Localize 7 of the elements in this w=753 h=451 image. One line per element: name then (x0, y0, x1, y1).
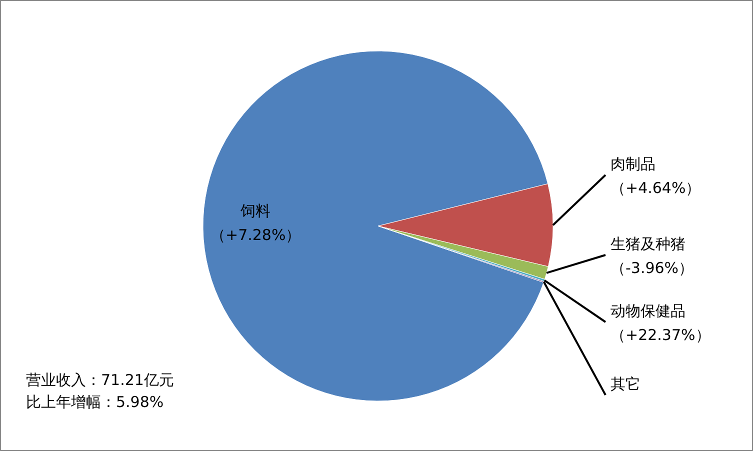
text: 比上年增幅：5.98% (26, 393, 164, 411)
slice-label: 肉制品（+4.64%） (610, 155, 701, 197)
slice-label: 其它 (610, 375, 640, 393)
slice-label: 饲料（+7.28%） (210, 202, 301, 244)
slice-label: 动物保健品（+22.37%） (610, 302, 710, 344)
text: 营业收入：71.21亿元 (26, 371, 174, 389)
slice-label: 生猪及种猪（-3.96%） (610, 235, 694, 277)
